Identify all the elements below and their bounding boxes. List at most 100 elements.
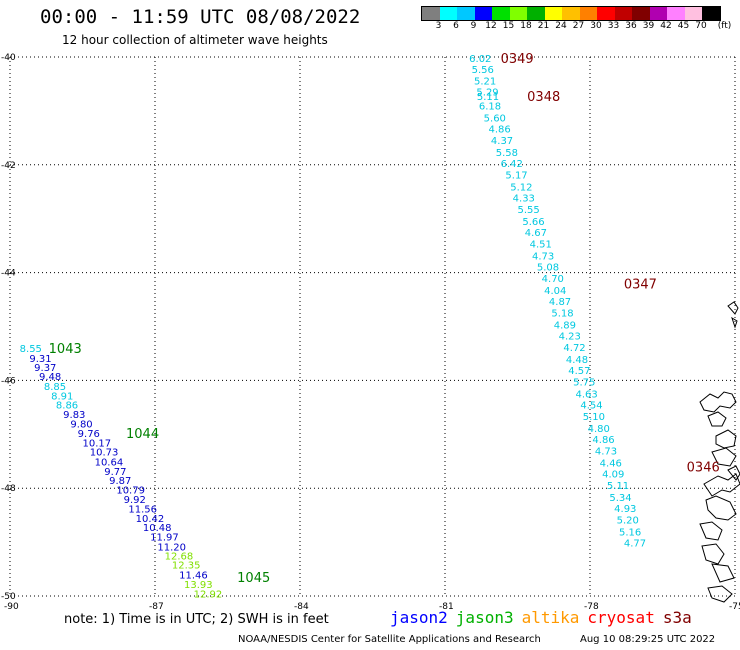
wave-height-value: 10.48 — [143, 523, 172, 534]
wave-height-value: 10.64 — [95, 457, 124, 468]
latitude-tick-label: -48 — [1, 484, 16, 494]
satellite-name: jason2 — [390, 608, 448, 627]
map-subtitle: 12 hour collection of altimeter wave hei… — [62, 33, 328, 47]
satellite-name: altika — [521, 608, 580, 627]
legend-swatch — [527, 7, 545, 20]
wave-height-value: 12.35 — [172, 561, 201, 572]
legend-swatch — [649, 7, 667, 20]
legend-label: 33 — [607, 21, 620, 31]
longitude-tick-label: -90 — [4, 602, 19, 612]
axis-tick-labels: -40 -42 -44 -46 -48 -50-90 -87 -84 -81 -78 -75 — [1, 53, 740, 612]
legend-swatch — [562, 7, 580, 20]
wave-height-value: 4.73 — [595, 446, 617, 457]
wave-height-value: 8.55 — [20, 344, 42, 355]
pass-time-label: 1045 — [237, 571, 270, 586]
wave-height-value: 4.54 — [580, 401, 602, 412]
satellite-name: cryosat — [587, 608, 655, 627]
wave-height-value: 4.33 — [513, 194, 535, 205]
legend-swatch — [492, 7, 510, 20]
legend-label: 15 — [502, 21, 515, 31]
wave-height-points: 6.025.565.215.295.116.185.604.864.375.58… — [20, 54, 646, 600]
wave-height-value: 11.97 — [150, 533, 179, 544]
legend-label: 18 — [520, 21, 532, 31]
wave-height-value: 5.17 — [505, 171, 527, 182]
wave-height-value: 8.86 — [56, 401, 78, 412]
legend-swatch — [597, 7, 615, 20]
wave-height-value: 10.17 — [83, 438, 112, 449]
wave-height-value: 9.87 — [109, 476, 131, 487]
latitude-tick-label: -44 — [1, 269, 16, 279]
grid-lines — [9, 56, 736, 597]
legend-unit: (ft) — [717, 21, 732, 31]
wave-height-value: 4.09 — [602, 470, 624, 481]
legend-swatch — [702, 7, 720, 20]
wave-height-value: 6.02 — [469, 54, 491, 65]
wave-height-value: 10.42 — [136, 514, 165, 525]
wave-height-value: 5.18 — [551, 308, 573, 319]
wave-height-value: 5.66 — [522, 217, 544, 228]
footer-timestamp: Aug 10 08:29:25 UTC 2022 — [580, 634, 716, 645]
legend-swatch — [579, 7, 597, 20]
wave-height-value: 4.86 — [489, 125, 511, 136]
wave-height-value: 4.80 — [588, 424, 610, 435]
wave-height-value: 9.37 — [34, 363, 56, 374]
wave-height-value: 12.92 — [194, 589, 223, 600]
legend-swatch — [667, 7, 685, 20]
longitude-tick-label: -84 — [294, 602, 309, 612]
wave-height-value: 4.46 — [600, 458, 622, 469]
legend-label: 3 — [435, 21, 442, 31]
legend-label: 42 — [660, 21, 672, 31]
pass-time-label: 0348 — [527, 90, 560, 105]
wave-height-value: 4.51 — [530, 239, 552, 250]
wave-height-value: 4.63 — [576, 389, 598, 400]
wave-height-value: 11.56 — [128, 505, 157, 516]
legend-label: 24 — [555, 21, 567, 31]
footer-credit: NOAA/NESDIS Center for Satellite Applica… — [238, 634, 541, 645]
legend-label: 39 — [642, 21, 655, 31]
units-note: note: 1) Time is in UTC; 2) SWH is in fe… — [64, 612, 329, 627]
legend-swatch — [614, 7, 632, 20]
wave-height-value: 4.04 — [544, 286, 566, 297]
longitude-tick-label: -87 — [149, 602, 164, 612]
latitude-tick-label: -50 — [1, 592, 16, 602]
wave-height-value: 4.23 — [559, 332, 581, 343]
wave-height-value: 5.34 — [609, 493, 631, 504]
wave-height-value: 4.70 — [542, 274, 564, 285]
legend-labels: 3 6 9 12 15 18 21 24 27 30 33 36 39 42 45 70 (ft) — [421, 21, 740, 35]
legend-label: 45 — [677, 21, 690, 31]
longitude-tick-label: -78 — [584, 602, 599, 612]
legend-label: 70 — [695, 21, 707, 31]
legend-label: 21 — [537, 21, 550, 31]
wave-height-value: 5.11 — [607, 481, 629, 492]
wave-height-value: 10.73 — [90, 448, 119, 459]
wave-height-color-legend — [421, 6, 721, 21]
wave-height-value: 4.93 — [614, 504, 636, 515]
wave-height-value: 4.86 — [592, 435, 614, 446]
wave-height-value: 4.67 — [525, 228, 547, 239]
legend-label: 9 — [470, 21, 477, 31]
wave-height-value: 5.10 — [583, 412, 605, 423]
pass-time-label: 1043 — [49, 342, 82, 357]
wave-height-value: 4.89 — [554, 320, 576, 331]
wave-height-value: 10.79 — [116, 485, 145, 496]
wave-height-value: 8.85 — [44, 382, 66, 393]
wave-height-value: 9.92 — [124, 495, 146, 506]
wave-height-value: 13.93 — [184, 580, 213, 591]
wave-height-value: 5.75 — [573, 377, 595, 388]
wave-height-value: 9.48 — [39, 372, 61, 383]
wave-height-value: 5.12 — [510, 182, 532, 193]
legend-label: 30 — [590, 21, 602, 31]
wave-height-value: 5.58 — [496, 148, 518, 159]
wave-height-value: 11.46 — [179, 570, 208, 581]
legend-swatch — [632, 7, 650, 20]
wave-height-value: 4.77 — [624, 539, 646, 550]
wave-height-value: 4.73 — [532, 251, 554, 262]
coastline — [699, 301, 740, 603]
wave-height-value: 5.29 — [476, 87, 498, 98]
wave-height-value: 4.87 — [549, 297, 571, 308]
legend-label: 6 — [453, 21, 459, 31]
coastline-islands — [699, 301, 740, 603]
pass-time-label: 0347 — [624, 277, 657, 292]
legend-swatch — [509, 7, 527, 20]
pass-time-label: 1044 — [126, 427, 159, 442]
